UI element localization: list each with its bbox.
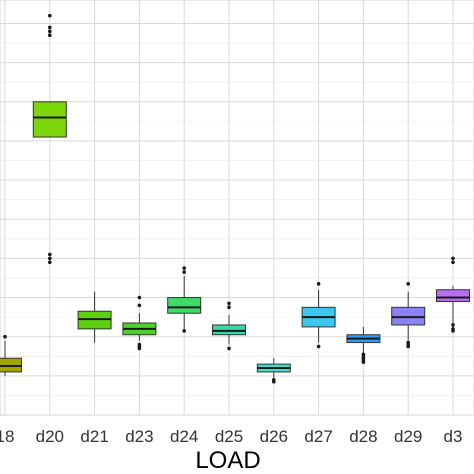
outlier-point (48, 25, 52, 30)
outlier-point (316, 344, 321, 349)
outlier-point (182, 266, 186, 270)
x-tick-label: d24 (170, 427, 198, 446)
outlier-point (361, 352, 366, 357)
x-tick-label: 18 (0, 427, 14, 446)
x-tick-label: d3 (444, 427, 463, 446)
outlier-point (48, 29, 52, 34)
outlier-point (406, 282, 411, 286)
outlier-point (451, 327, 455, 331)
outlier-point (48, 256, 52, 261)
outlier-point (137, 342, 142, 347)
x-tick-label: d27 (304, 427, 332, 446)
box-d25 (212, 301, 246, 351)
outlier-point (316, 282, 321, 286)
plot-panel (0, 0, 474, 416)
box-body (32, 101, 67, 138)
x-tick-label: d25 (215, 427, 243, 446)
outlier-point (182, 329, 186, 333)
x-tick-labels: 18 d20 d21 d23 d24 d25 d26 d27 d28 d29 d3 (0, 427, 462, 446)
x-tick-label: d29 (394, 427, 422, 446)
x-tick-label: d21 (80, 427, 108, 446)
box-series (0, 13, 470, 384)
x-tick-label: d23 (125, 427, 153, 446)
outlier-point (48, 260, 52, 265)
grid-lines (0, 0, 474, 415)
outlier-point (272, 377, 276, 382)
outlier-point (48, 13, 52, 18)
x-tick-label: d26 (260, 427, 288, 446)
box-18 (0, 334, 22, 376)
outlier-point (137, 295, 142, 300)
box-body (436, 289, 470, 302)
box-d23 (122, 295, 157, 351)
outlier-point (227, 301, 231, 306)
box-d28 (346, 326, 381, 364)
outlier-point (3, 334, 7, 339)
box-d24 (167, 266, 202, 333)
outlier-point (227, 305, 231, 310)
outlier-point (48, 252, 52, 257)
outlier-point (406, 340, 411, 345)
box-d20 (32, 13, 67, 265)
x-axis-label: LOAD (195, 447, 260, 474)
outlier-point (182, 270, 186, 274)
x-tick-label: d20 (36, 427, 64, 446)
x-tick-label: d28 (349, 427, 377, 446)
outlier-point (451, 323, 455, 327)
box-d27 (301, 282, 336, 349)
box-d29 (391, 282, 426, 349)
box-d21 (77, 291, 112, 343)
box-d3 (436, 256, 470, 333)
box-body (167, 297, 202, 314)
outlier-point (48, 33, 52, 38)
outlier-point (451, 256, 455, 261)
outlier-point (137, 303, 142, 308)
outlier-point (451, 260, 455, 265)
outlier-point (227, 346, 231, 351)
box-d26 (256, 358, 291, 384)
